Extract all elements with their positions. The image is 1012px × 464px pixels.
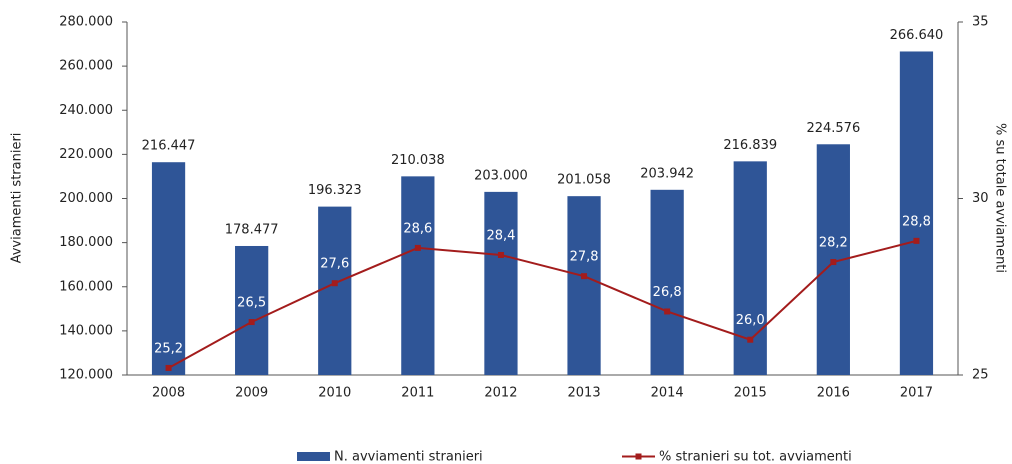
y-tick-label: 140.000: [59, 323, 113, 338]
line-value-label: 28,6: [403, 221, 432, 236]
bar-value-label: 216.839: [723, 138, 777, 153]
line-marker: [913, 237, 920, 244]
x-tick-label: 2010: [318, 386, 351, 401]
bar-value-label: 210.038: [391, 153, 445, 168]
line-value-label: 26,8: [653, 285, 682, 300]
y-tick-label: 260.000: [59, 59, 113, 74]
line-value-label: 27,6: [320, 257, 349, 272]
line-marker: [248, 319, 255, 326]
y2-axis-title: % su totale avviamenti: [993, 123, 1008, 273]
bar-value-label: 224.576: [806, 121, 860, 136]
y-tick-label: 240.000: [59, 103, 113, 118]
line-value-label: 26,0: [736, 313, 765, 328]
line-marker: [331, 280, 338, 287]
x-tick-label: 2014: [651, 386, 684, 401]
x-tick-label: 2015: [734, 386, 767, 401]
line-value-label: 28,8: [902, 214, 931, 229]
bar-value-label: 266.640: [890, 28, 944, 43]
x-tick-label: 2017: [900, 386, 933, 401]
legend-swatch: [297, 452, 330, 461]
line-value-label: 25,2: [154, 341, 183, 356]
bar: [567, 196, 601, 375]
line-marker: [414, 244, 421, 251]
x-tick-label: 2013: [568, 386, 601, 401]
y2-tick-label: 25: [972, 368, 989, 383]
line-marker: [747, 336, 754, 343]
y-tick-label: 120.000: [59, 368, 113, 383]
x-tick-label: 2008: [152, 386, 185, 401]
bar: [401, 176, 435, 375]
legend-label: % stranieri su tot. avviamenti: [659, 450, 852, 464]
bar-value-label: 178.477: [225, 222, 279, 237]
y2-tick-label: 35: [972, 15, 989, 30]
y-tick-label: 220.000: [59, 147, 113, 162]
x-tick-label: 2009: [235, 386, 268, 401]
x-tick-label: 2012: [484, 386, 517, 401]
bar: [899, 51, 934, 376]
line-value-label: 27,8: [570, 250, 599, 265]
line-value-label: 28,2: [819, 236, 848, 251]
y-tick-label: 200.000: [59, 191, 113, 206]
bar: [650, 189, 684, 375]
line-marker: [165, 364, 172, 371]
y-tick-label: 160.000: [59, 279, 113, 294]
legend-label: N. avviamenti stranieri: [334, 450, 483, 464]
y-tick-label: 180.000: [59, 235, 113, 250]
legend-swatch-marker: [635, 453, 642, 460]
bar-value-label: 196.323: [308, 183, 362, 198]
bar: [318, 206, 352, 375]
y2-tick-label: 30: [972, 191, 989, 206]
y-tick-label: 280.000: [59, 15, 113, 30]
bar: [733, 161, 767, 375]
x-tick-label: 2011: [401, 386, 434, 401]
line-value-label: 28,4: [486, 228, 515, 243]
bar: [235, 245, 269, 375]
bar-value-label: 216.447: [142, 139, 196, 154]
bar-value-label: 203.942: [640, 166, 694, 181]
y-axis-title: Avviamenti stranieri: [10, 133, 25, 264]
line: [168, 239, 917, 369]
line-marker: [581, 273, 588, 280]
line-marker: [830, 259, 837, 266]
line-value-label: 26,5: [237, 296, 266, 311]
bar: [484, 191, 518, 375]
x-tick-label: 2016: [817, 386, 850, 401]
line-marker: [497, 251, 504, 258]
bar-value-label: 203.000: [474, 168, 528, 183]
line-marker: [664, 308, 671, 315]
bar: [151, 162, 186, 375]
bar-value-label: 201.058: [557, 173, 611, 188]
